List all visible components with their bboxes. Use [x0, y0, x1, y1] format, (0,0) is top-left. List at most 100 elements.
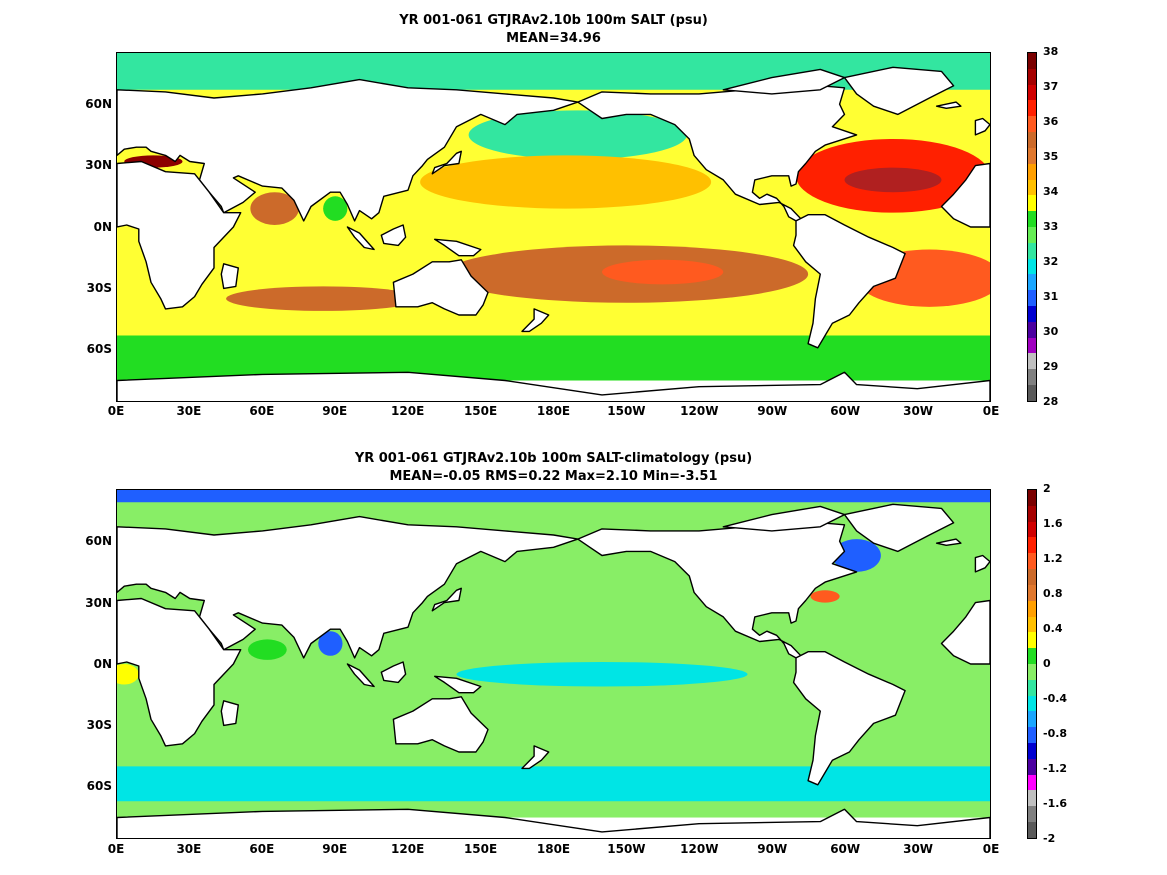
x-tick-label: 90W: [757, 842, 788, 856]
x-tick-label: 0E: [982, 842, 1000, 856]
colorbar-tick-label: -2: [1043, 832, 1056, 845]
landmass-japan: [431, 587, 462, 612]
x-tick-label: 90E: [322, 842, 348, 856]
colorbar-segment: [1028, 790, 1036, 807]
southern-ocean-band: [117, 335, 990, 381]
colorbar-segment: [1028, 84, 1036, 101]
landmass-africa: [117, 160, 242, 310]
x-tick-label: 0E: [107, 404, 125, 418]
map-frame: [116, 489, 991, 839]
colorbar-segment: [1028, 195, 1036, 212]
colorbar: [1027, 489, 1037, 839]
colorbar-segment: [1028, 616, 1036, 633]
landmass-new-guinea: [434, 238, 482, 257]
colorbar-segment: [1028, 242, 1036, 259]
colorbar-segment: [1028, 163, 1036, 180]
bay-of-bengal-anomaly: [318, 631, 343, 656]
southern-cyan-band: [117, 766, 990, 802]
x-tick-label: 120E: [391, 404, 425, 418]
north-pacific-gyre: [420, 155, 712, 209]
world-map: [117, 53, 990, 401]
landmass-sumatra: [346, 226, 375, 251]
colorbar: [1027, 52, 1037, 402]
landmass-greenland: [843, 66, 955, 116]
colorbar-tick-label: 37: [1043, 80, 1059, 93]
panel-title-line1: YR 001-061 GTJRAv2.10b 100m SALT (psu): [399, 13, 708, 28]
x-tick-label: 0E: [107, 842, 125, 856]
colorbar-segment: [1028, 147, 1036, 164]
landmass-borneo: [380, 661, 407, 684]
landmass-greenland-islands: [722, 68, 846, 95]
colorbar-segment: [1028, 53, 1036, 69]
colorbar-tick-label: 0: [1043, 657, 1051, 670]
landmass-eurasia: [117, 78, 579, 222]
landmass-greenland: [843, 503, 955, 553]
y-tick-label: 60N: [85, 534, 112, 548]
colorbar-tick-label: 28: [1043, 395, 1059, 408]
colorbar-tick-label: 35: [1043, 150, 1059, 163]
colorbar-segment: [1028, 211, 1036, 227]
x-tick-label: 180E: [536, 404, 571, 418]
x-tick-label: 180E: [536, 842, 571, 856]
north-atlantic-core: [844, 167, 942, 193]
landmass-nz: [521, 308, 550, 333]
colorbar-tick-label: 2: [1043, 482, 1051, 495]
colorbar-tick-label: 29: [1043, 360, 1059, 373]
colorbar-tick-label: 1.2: [1043, 552, 1063, 565]
colorbar-segment: [1028, 537, 1036, 554]
landmass-madagascar: [220, 263, 240, 290]
colorbar-segment: [1028, 337, 1036, 354]
world-map: [117, 490, 990, 838]
y-tick-label: 30N: [85, 596, 112, 610]
x-tick-label: 30E: [176, 842, 202, 856]
landmass-iceland: [935, 101, 962, 109]
landmass-s-america: [792, 650, 906, 786]
colorbar-segment: [1028, 822, 1036, 838]
landmass-nz: [521, 745, 550, 770]
landmass-new-guinea: [434, 675, 482, 694]
colorbar-tick-label: 33: [1043, 220, 1059, 233]
bay-of-bengal: [323, 196, 348, 221]
colorbar-segment: [1028, 505, 1036, 522]
x-tick-label: 120E: [391, 842, 425, 856]
colorbar-segment: [1028, 806, 1036, 823]
colorbar-tick-label: 0.8: [1043, 587, 1063, 600]
x-tick-label: 150E: [463, 404, 498, 418]
colorbar-segment: [1028, 179, 1036, 196]
landmass-uk: [974, 117, 990, 136]
panel-title-line2: MEAN=-0.05 RMS=0.22 Max=2.10 Min=-3.51: [389, 469, 718, 484]
landmass-s-america: [792, 213, 906, 349]
colorbar-tick-label: 36: [1043, 115, 1059, 128]
x-tick-label: 60E: [249, 404, 275, 418]
y-tick-label: 30N: [85, 158, 112, 172]
landmass-africa-west: [940, 599, 990, 665]
colorbar-segment: [1028, 569, 1036, 585]
x-tick-label: 120W: [680, 404, 719, 418]
landmass-japan: [431, 150, 462, 175]
map-frame: [116, 52, 991, 402]
x-tick-label: 120W: [680, 842, 719, 856]
y-tick-label: 0N: [93, 220, 112, 234]
y-tick-label: 60S: [86, 779, 112, 793]
colorbar-segment: [1028, 353, 1036, 370]
colorbar-segment: [1028, 743, 1036, 759]
colorbar-segment: [1028, 521, 1036, 538]
arctic-band: [117, 490, 990, 503]
colorbar-segment: [1028, 632, 1036, 649]
colorbar-tick-label: 38: [1043, 45, 1059, 58]
landmass-iceland: [935, 538, 962, 546]
landmass-greenland-islands: [722, 505, 846, 532]
colorbar-segment: [1028, 369, 1036, 386]
x-tick-label: 60W: [830, 404, 861, 418]
colorbar-segment: [1028, 663, 1036, 680]
x-tick-label: 150W: [607, 404, 646, 418]
landmass-madagascar: [220, 700, 240, 727]
colorbar-segment: [1028, 100, 1036, 117]
colorbar-segment: [1028, 774, 1036, 791]
colorbar-segment: [1028, 584, 1036, 601]
colorbar-segment: [1028, 274, 1036, 291]
colorbar-tick-label: -0.8: [1043, 727, 1068, 740]
labrador-anomaly: [832, 539, 881, 572]
colorbar-tick-label: 0.4: [1043, 622, 1063, 635]
landmass-sumatra: [346, 663, 375, 688]
